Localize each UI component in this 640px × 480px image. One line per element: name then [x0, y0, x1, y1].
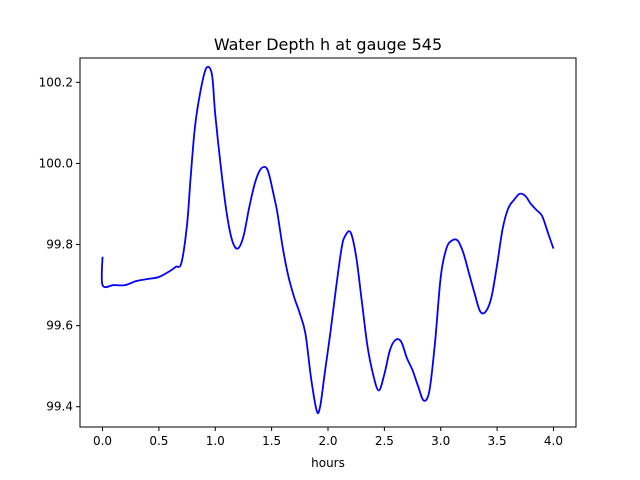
x-tick-label: 3.5	[488, 434, 507, 448]
y-tick-label: 100.2	[39, 75, 73, 89]
x-tick-label: 0.5	[149, 434, 168, 448]
x-tick-label: 1.0	[206, 434, 225, 448]
x-axis-label: hours	[311, 456, 345, 470]
x-tick-label: 0.0	[93, 434, 112, 448]
x-tick-label: 2.0	[318, 434, 337, 448]
plot-frame	[79, 57, 577, 428]
water-depth-series-line	[100, 65, 555, 415]
x-tick-label: 2.5	[375, 434, 394, 448]
x-tick-label: 3.0	[431, 434, 450, 448]
y-tick-label: 99.6	[46, 319, 73, 333]
y-tick-label: 99.8	[46, 238, 73, 252]
chart-title: Water Depth h at gauge 545	[214, 35, 442, 54]
x-axis-ticks: 0.0 0.5 1.0 1.5 2.0 2.5 3.0 3.5 4.0	[93, 427, 563, 448]
y-axis-ticks: 99.4 99.6 99.8 100.0 100.2	[39, 75, 80, 414]
x-tick-label: 4.0	[544, 434, 563, 448]
y-tick-label: 99.4	[46, 400, 73, 414]
x-tick-label: 1.5	[262, 434, 281, 448]
y-tick-label: 100.0	[39, 156, 73, 170]
